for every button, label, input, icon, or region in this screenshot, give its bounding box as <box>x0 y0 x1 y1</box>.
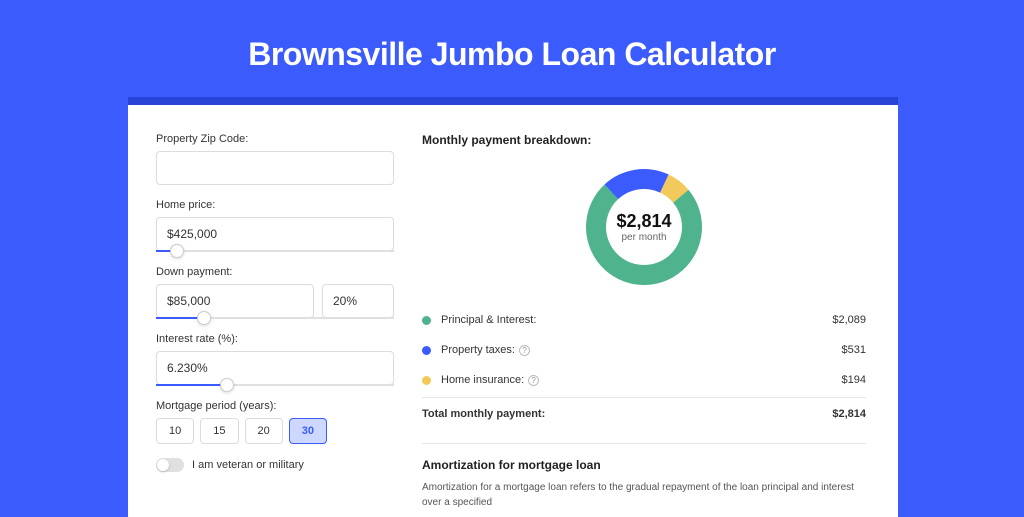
interest-slider-fill <box>156 384 227 386</box>
breakdown-title: Monthly payment breakdown: <box>422 133 866 147</box>
zip-input[interactable] <box>156 151 394 185</box>
home-price-input[interactable] <box>156 217 394 251</box>
legend-total-row: Total monthly payment: $2,814 <box>422 397 866 429</box>
home-price-slider[interactable] <box>156 250 394 252</box>
home-price-slider-thumb[interactable] <box>170 244 184 258</box>
legend-total-value: $2,814 <box>832 408 866 420</box>
amortization-title: Amortization for mortgage loan <box>422 458 866 472</box>
donut-wrap: $2,814 per month <box>422 157 866 305</box>
legend-total-label: Total monthly payment: <box>422 408 832 420</box>
amortization-text: Amortization for a mortgage loan refers … <box>422 480 866 510</box>
legend-row: Property taxes: ?$531 <box>422 335 866 365</box>
legend-value: $531 <box>842 344 866 356</box>
period-label: Mortgage period (years): <box>156 400 394 412</box>
period-btn-15[interactable]: 15 <box>200 418 238 444</box>
veteran-toggle[interactable] <box>156 458 184 472</box>
legend-dot <box>422 346 431 355</box>
down-payment-field: Down payment: <box>156 266 394 319</box>
interest-field: Interest rate (%): <box>156 333 394 386</box>
legend-label: Property taxes: ? <box>441 344 842 356</box>
legend-dot <box>422 376 431 385</box>
home-price-field: Home price: <box>156 199 394 252</box>
amortization-section: Amortization for mortgage loan Amortizat… <box>422 443 866 510</box>
donut-chart: $2,814 per month <box>580 163 708 291</box>
down-payment-slider[interactable] <box>156 317 394 319</box>
down-payment-slider-thumb[interactable] <box>197 311 211 325</box>
legend-value: $2,089 <box>832 314 866 326</box>
info-icon[interactable]: ? <box>528 375 539 386</box>
down-payment-label: Down payment: <box>156 266 394 278</box>
page-title: Brownsville Jumbo Loan Calculator <box>0 0 1024 97</box>
veteran-row: I am veteran or military <box>156 458 394 472</box>
legend-label: Home insurance: ? <box>441 374 842 386</box>
breakdown-column: Monthly payment breakdown: $2,814 per mo… <box>422 133 866 517</box>
donut-center: $2,814 per month <box>580 163 708 291</box>
interest-slider-thumb[interactable] <box>220 378 234 392</box>
period-btn-10[interactable]: 10 <box>156 418 194 444</box>
home-price-label: Home price: <box>156 199 394 211</box>
legend-value: $194 <box>842 374 866 386</box>
zip-field: Property Zip Code: <box>156 133 394 185</box>
period-options: 1015 2030 <box>156 418 394 444</box>
legend-row: Home insurance: ?$194 <box>422 365 866 395</box>
legend-dot <box>422 316 431 325</box>
legend: Principal & Interest:$2,089Property taxe… <box>422 305 866 395</box>
donut-amount: $2,814 <box>616 211 671 232</box>
veteran-label: I am veteran or military <box>192 459 304 471</box>
interest-slider[interactable] <box>156 384 394 386</box>
down-payment-percent-input[interactable] <box>322 284 394 318</box>
zip-label: Property Zip Code: <box>156 133 394 145</box>
interest-input[interactable] <box>156 351 394 385</box>
donut-sub: per month <box>621 232 666 243</box>
info-icon[interactable]: ? <box>519 345 530 356</box>
interest-label: Interest rate (%): <box>156 333 394 345</box>
period-btn-20[interactable]: 20 <box>245 418 283 444</box>
down-payment-amount-input[interactable] <box>156 284 314 318</box>
legend-row: Principal & Interest:$2,089 <box>422 305 866 335</box>
period-btn-30[interactable]: 30 <box>289 418 327 444</box>
calculator-panel: Property Zip Code: Home price: Down paym… <box>128 97 898 517</box>
form-column: Property Zip Code: Home price: Down paym… <box>156 133 394 517</box>
legend-label: Principal & Interest: <box>441 314 832 326</box>
period-field: Mortgage period (years): 1015 2030 <box>156 400 394 444</box>
